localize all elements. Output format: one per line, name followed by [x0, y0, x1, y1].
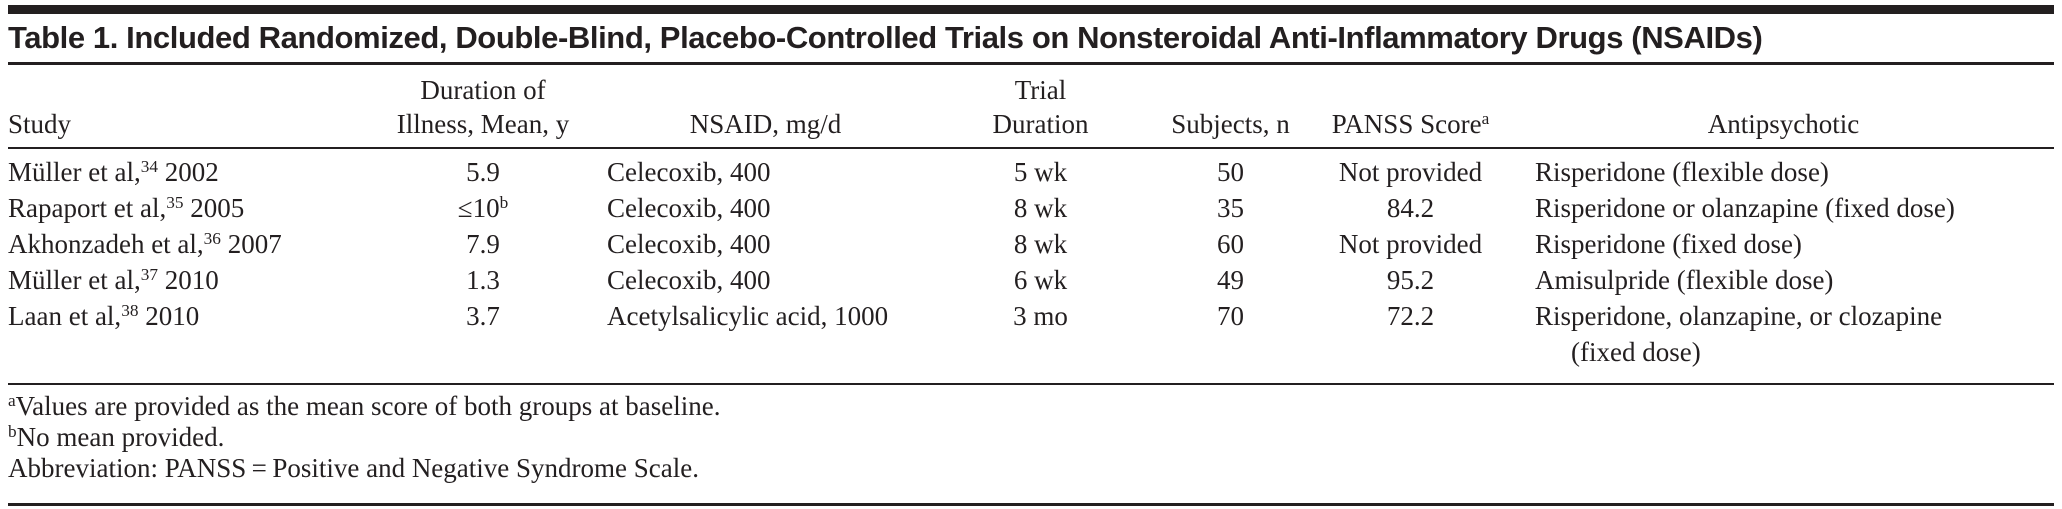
top-rule: [8, 5, 2054, 14]
duration-value: ≤10: [457, 193, 500, 223]
cell-subjects: 60: [1217, 229, 1244, 259]
column-header-panss-score: PANSS Scorea: [1308, 65, 1513, 149]
cell-antipsychotic: Risperidone or olanzapine (fixed dose): [1513, 190, 2054, 226]
reference-superscript: 35: [166, 192, 184, 212]
cell-nsaid: Celecoxib, 400: [607, 193, 771, 223]
footnote-abbreviation: Abbreviation: PANSS = Positive and Negat…: [8, 453, 2054, 484]
table-row: Müller et al,34 2002 5.9 Celecoxib, 400 5…: [8, 148, 2054, 190]
study-year: 2010: [145, 301, 200, 331]
footnote-marker-a: a: [1481, 108, 1490, 128]
study-name: Müller et al,: [8, 265, 141, 295]
cell-trial-duration: 8 wk: [1013, 193, 1068, 223]
table-row: Laan et al,38 2010 3.7 Acetylsalicylic ac…: [8, 298, 2054, 370]
footnote-a: aValues are provided as the mean score o…: [8, 391, 2054, 422]
cell-trial-duration: 3 mo: [1013, 301, 1068, 331]
header-line: Trial: [1014, 75, 1067, 105]
study-name: Müller et al,: [8, 157, 141, 187]
cell-study: Müller et al,34 2002: [8, 148, 363, 190]
column-header-antipsychotic: Antipsychotic: [1513, 65, 2054, 149]
cell-panss-score: 84.2: [1386, 193, 1435, 223]
cell-subjects: 50: [1217, 157, 1244, 187]
antipsychotic-line: (fixed dose): [1571, 337, 1701, 367]
header-line: Duration: [992, 109, 1089, 139]
footnote-b: bNo mean provided.: [8, 422, 2054, 453]
antipsychotic-line: Risperidone (fixed dose): [1535, 229, 1802, 259]
study-year: 2002: [164, 157, 219, 187]
cell-subjects: 35: [1217, 193, 1244, 223]
column-header-duration-of-illness: Duration of Illness, Mean, y: [363, 65, 603, 149]
cell-trial-duration: 6 wk: [1013, 265, 1068, 295]
duration-value: 5.9: [466, 157, 500, 187]
cell-nsaid: Celecoxib, 400: [607, 265, 771, 295]
cell-panss-score: Not provided: [1338, 157, 1483, 187]
cell-subjects: 49: [1217, 265, 1244, 295]
cell-duration-of-illness: 7.9: [363, 226, 603, 262]
cell-antipsychotic: Amisulpride (flexible dose): [1513, 262, 2054, 298]
header-line: Illness, Mean, y: [396, 109, 570, 139]
study-name: Laan et al,: [8, 301, 122, 331]
cell-trial-duration: 8 wk: [1013, 229, 1068, 259]
study-year: 2007: [227, 229, 282, 259]
footnote-marker: b: [499, 192, 509, 212]
cell-study: Laan et al,38 2010: [8, 298, 363, 370]
cell-antipsychotic: Risperidone (flexible dose): [1513, 148, 2054, 190]
cell-study: Müller et al,37 2010: [8, 262, 363, 298]
cell-nsaid: Celecoxib, 400: [607, 229, 771, 259]
duration-value: 1.3: [466, 265, 500, 295]
column-header-subjects: Subjects, n: [1153, 65, 1308, 149]
cell-subjects: 70: [1217, 301, 1244, 331]
cell-nsaid: Celecoxib, 400: [607, 157, 771, 187]
study-name: Akhonzadeh et al,: [8, 229, 204, 259]
footnote-text: Values are provided as the mean score of…: [15, 391, 721, 421]
title-rule: [8, 62, 2054, 65]
table-row: Rapaport et al,35 2005 ≤10b Celecoxib, 40…: [8, 190, 2054, 226]
cell-duration-of-illness: 5.9: [363, 148, 603, 190]
cell-study: Rapaport et al,35 2005: [8, 190, 363, 226]
cell-panss-score: 72.2: [1386, 301, 1435, 331]
cell-duration-of-illness: 1.3: [363, 262, 603, 298]
footnote-marker-b: b: [8, 421, 17, 441]
table-row: Akhonzadeh et al,36 2007 7.9 Celecoxib, 4…: [8, 226, 2054, 262]
trials-table: Study Duration of Illness, Mean, y NSAID…: [8, 65, 2054, 370]
cell-antipsychotic: Risperidone (fixed dose): [1513, 226, 2054, 262]
reference-superscript: 34: [140, 156, 158, 176]
cell-trial-duration: 5 wk: [1013, 157, 1068, 187]
footnotes: aValues are provided as the mean score o…: [8, 391, 2054, 484]
study-year: 2005: [190, 193, 245, 223]
cell-duration-of-illness: 3.7: [363, 298, 603, 370]
reference-superscript: 36: [203, 228, 221, 248]
header-text: PANSS Score: [1331, 109, 1482, 139]
table-row: Müller et al,37 2010 1.3 Celecoxib, 400 6…: [8, 262, 2054, 298]
table-title: Table 1. Included Randomized, Double-Bli…: [8, 20, 1763, 55]
header-line: Duration of: [420, 75, 546, 105]
column-header-nsaid: NSAID, mg/d: [603, 65, 928, 149]
footnote-separator-rule: [8, 383, 2054, 385]
study-name: Rapaport et al,: [8, 193, 167, 223]
column-header-trial-duration: Trial Duration: [928, 65, 1153, 149]
cell-duration-of-illness: ≤10b: [363, 190, 603, 226]
antipsychotic-line: Risperidone, olanzapine, or clozapine: [1535, 301, 1943, 331]
reference-superscript: 38: [121, 300, 139, 320]
cell-study: Akhonzadeh et al,36 2007: [8, 226, 363, 262]
footnote-text: No mean provided.: [16, 422, 225, 452]
antipsychotic-line: Risperidone (flexible dose): [1535, 157, 1829, 187]
footnote-marker-a: a: [8, 390, 16, 410]
footnote-text: Abbreviation: PANSS = Positive and Negat…: [8, 453, 699, 483]
cell-antipsychotic: Risperidone, olanzapine, or clozapine (f…: [1513, 298, 2054, 370]
column-header-study: Study: [8, 65, 363, 149]
cell-panss-score: Not provided: [1338, 229, 1483, 259]
antipsychotic-line: Risperidone or olanzapine (fixed dose): [1535, 193, 1955, 223]
duration-value: 3.7: [466, 301, 500, 331]
reference-superscript: 37: [140, 264, 158, 284]
cell-nsaid: Acetylsalicylic acid, 1000: [607, 301, 889, 331]
bottom-rule: [8, 503, 2054, 506]
duration-value: 7.9: [466, 229, 500, 259]
cell-panss-score: 95.2: [1386, 265, 1435, 295]
antipsychotic-line: Amisulpride (flexible dose): [1535, 265, 1834, 295]
header-row: Study Duration of Illness, Mean, y NSAID…: [8, 65, 2054, 149]
study-year: 2010: [164, 265, 219, 295]
